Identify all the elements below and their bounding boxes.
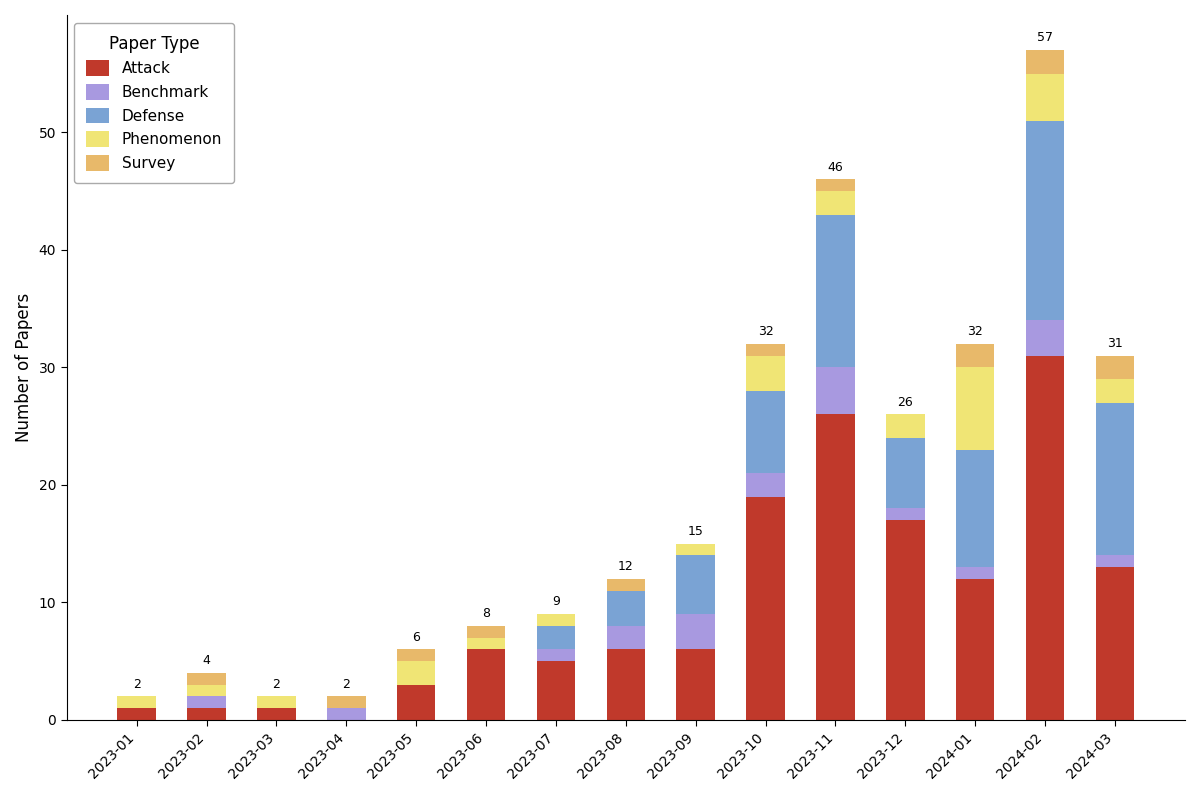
Bar bbox=[187, 708, 226, 720]
Bar bbox=[257, 708, 295, 720]
Text: 12: 12 bbox=[618, 560, 634, 573]
Bar bbox=[1026, 121, 1064, 321]
Bar bbox=[956, 579, 995, 720]
Bar bbox=[467, 626, 505, 638]
Bar bbox=[1096, 356, 1134, 379]
Bar bbox=[956, 450, 995, 568]
Text: 32: 32 bbox=[757, 325, 774, 338]
Bar bbox=[816, 215, 854, 368]
Bar bbox=[118, 696, 156, 708]
Legend: Attack, Benchmark, Defense, Phenomenon, Survey: Attack, Benchmark, Defense, Phenomenon, … bbox=[74, 22, 234, 183]
Bar bbox=[746, 356, 785, 391]
Bar bbox=[187, 673, 226, 685]
Bar bbox=[956, 368, 995, 450]
Bar bbox=[677, 615, 715, 650]
Bar bbox=[746, 344, 785, 356]
Bar bbox=[467, 638, 505, 650]
Bar bbox=[746, 473, 785, 497]
Bar bbox=[886, 509, 924, 521]
Bar bbox=[536, 615, 575, 626]
Text: 4: 4 bbox=[203, 654, 210, 667]
Bar bbox=[397, 685, 436, 720]
Bar bbox=[1026, 321, 1064, 356]
Bar bbox=[1096, 403, 1134, 556]
Text: 26: 26 bbox=[898, 396, 913, 408]
Bar bbox=[886, 521, 924, 720]
Bar bbox=[328, 696, 366, 708]
Bar bbox=[118, 708, 156, 720]
Text: 6: 6 bbox=[413, 630, 420, 644]
Bar bbox=[606, 626, 646, 650]
Bar bbox=[397, 650, 436, 661]
Bar bbox=[956, 568, 995, 579]
Bar bbox=[536, 626, 575, 650]
Bar bbox=[816, 191, 854, 215]
Bar bbox=[746, 391, 785, 473]
Bar bbox=[536, 650, 575, 661]
Bar bbox=[816, 415, 854, 720]
Bar bbox=[677, 556, 715, 615]
Text: 31: 31 bbox=[1108, 337, 1123, 350]
Bar bbox=[746, 497, 785, 720]
Bar bbox=[397, 661, 436, 685]
Bar bbox=[536, 661, 575, 720]
Text: 57: 57 bbox=[1037, 31, 1054, 45]
Text: 9: 9 bbox=[552, 595, 560, 608]
Bar bbox=[187, 685, 226, 696]
Bar bbox=[257, 696, 295, 708]
Text: 15: 15 bbox=[688, 525, 703, 538]
Bar bbox=[1096, 379, 1134, 403]
Text: 32: 32 bbox=[967, 325, 983, 338]
Bar bbox=[677, 650, 715, 720]
Text: 8: 8 bbox=[482, 607, 490, 620]
Bar bbox=[606, 650, 646, 720]
Bar bbox=[1096, 568, 1134, 720]
Bar bbox=[328, 708, 366, 720]
Bar bbox=[1096, 556, 1134, 568]
Bar bbox=[956, 344, 995, 368]
Y-axis label: Number of Papers: Number of Papers bbox=[14, 293, 32, 442]
Text: 2: 2 bbox=[133, 677, 140, 691]
Bar bbox=[886, 438, 924, 509]
Text: 2: 2 bbox=[342, 677, 350, 691]
Text: 2: 2 bbox=[272, 677, 281, 691]
Bar bbox=[1026, 356, 1064, 720]
Bar bbox=[1026, 50, 1064, 74]
Bar bbox=[467, 650, 505, 720]
Bar bbox=[677, 544, 715, 556]
Bar bbox=[606, 591, 646, 626]
Bar bbox=[606, 579, 646, 591]
Bar bbox=[816, 368, 854, 415]
Bar bbox=[187, 696, 226, 708]
Text: 46: 46 bbox=[828, 161, 844, 174]
Bar bbox=[886, 415, 924, 438]
Bar bbox=[816, 179, 854, 191]
Bar bbox=[1026, 74, 1064, 121]
